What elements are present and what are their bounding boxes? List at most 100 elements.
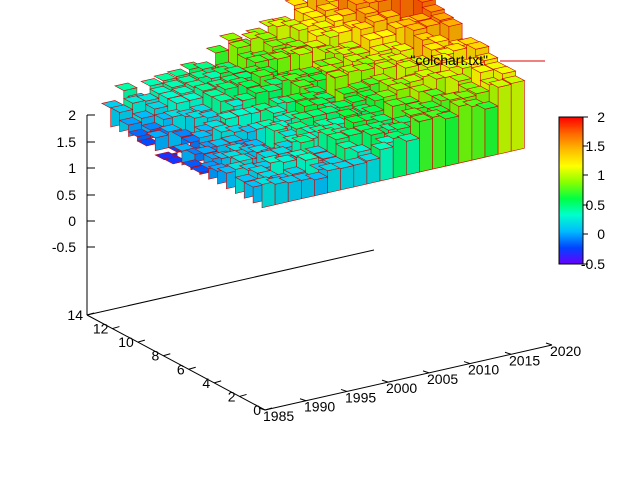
bar-top: [461, 56, 486, 66]
bar-top: [387, 121, 412, 130]
x-axis-line: [264, 344, 553, 411]
bar-face: [300, 177, 315, 200]
bar-top: [259, 83, 283, 93]
bar-column: [344, 157, 368, 188]
bar-top: [194, 145, 218, 155]
bar-top: [374, 0, 388, 3]
bar-top: [127, 128, 152, 138]
bar-top: [374, 89, 398, 98]
bar-top: [475, 101, 499, 110]
bar-top: [351, 62, 376, 72]
y-tick-mark: [112, 326, 120, 330]
bar-top: [334, 108, 359, 117]
colorbar-tick-label: -0.5: [581, 256, 605, 272]
x-tick-mark: [545, 342, 553, 346]
bar-face: [353, 161, 368, 188]
bar-column: [475, 101, 499, 158]
x-tick-label: 2015: [509, 352, 540, 368]
bar-face: [510, 80, 525, 152]
bar-face: [419, 118, 433, 173]
legend-label: "colchart.txt": [410, 52, 488, 68]
bar-face: [340, 165, 355, 191]
bar-top: [448, 73, 473, 82]
y-tick-mark: [137, 339, 145, 343]
bar-top: [325, 0, 340, 3]
bar-column: [409, 113, 434, 173]
y-tick-label: 12: [93, 321, 109, 337]
y-tick-mark: [264, 407, 273, 411]
bar-top: [337, 40, 362, 50]
bar-top: [347, 81, 372, 90]
bar-top: [334, 86, 358, 95]
bar-top: [114, 82, 138, 92]
y-tick-label: 4: [202, 375, 210, 391]
bar-top: [136, 93, 160, 102]
bar-top: [320, 56, 345, 66]
bar-top: [171, 128, 196, 138]
bar-face: [274, 180, 289, 206]
bar-top: [304, 171, 329, 181]
bar-top: [396, 133, 421, 142]
z-tick-label: 1.5: [57, 134, 77, 150]
colorbar-tick-label: 0.5: [586, 197, 606, 213]
bar-top: [192, 61, 217, 70]
x-tick-mark: [258, 407, 266, 411]
y-axis-line: [86, 314, 266, 411]
z-tick-label: -0.5: [52, 239, 76, 255]
bar-top: [400, 107, 425, 116]
bar-top: [492, 65, 517, 75]
bar-top: [387, 82, 411, 91]
bar-top: [333, 7, 358, 17]
bar-top: [404, 22, 428, 31]
bar-face: [484, 105, 499, 158]
bar-top: [330, 160, 355, 169]
bar-top: [197, 110, 222, 119]
y-tick-label: 0: [253, 402, 261, 418]
bar-top: [373, 29, 397, 38]
bar-top: [390, 43, 415, 52]
bar-top: [364, 14, 388, 23]
x-tick-label: 2005: [427, 371, 458, 387]
bar-top: [215, 81, 239, 90]
z-tick-label: 0.5: [57, 187, 77, 203]
bar-top: [377, 9, 402, 18]
bar-top: [351, 21, 375, 30]
bar-top: [315, 2, 340, 12]
bar-top: [302, 10, 327, 19]
colorbar-tick-label: 1.5: [586, 138, 606, 154]
bar-top: [430, 12, 455, 21]
bar-top: [360, 104, 385, 114]
bar-face: [366, 157, 381, 185]
bar-top: [339, 127, 364, 137]
y-tick-label: 2: [228, 388, 236, 404]
x-tick-mark: [299, 398, 307, 402]
bar-top: [188, 103, 213, 113]
bar-top: [223, 65, 248, 75]
bar-top: [409, 113, 434, 122]
bar-top: [263, 105, 288, 114]
bar-column: [330, 160, 355, 191]
bar-top: [290, 79, 314, 88]
bar-top: [435, 110, 460, 120]
bar-face: [432, 114, 446, 170]
bar-top: [269, 146, 293, 155]
x-tick-mark: [422, 370, 430, 374]
bar-top: [109, 104, 134, 113]
bar-top: [426, 34, 450, 43]
tick-labels: 21.510.50-0.5198519901995200020052010201…: [52, 107, 581, 424]
y-tick-label: 10: [118, 334, 134, 350]
bar-column: [370, 141, 395, 182]
bar-top: [227, 39, 252, 49]
bar-top: [158, 124, 183, 133]
x-tick-mark: [340, 388, 348, 392]
bar-column: [252, 176, 276, 209]
bar-top: [303, 85, 328, 95]
colorbar: 2 1.5 1 0.5 0 -0.5: [558, 109, 606, 272]
bar-face: [471, 103, 486, 161]
x-tick-label: 1995: [345, 389, 376, 405]
bar-top: [465, 41, 490, 50]
bar-top: [453, 90, 477, 99]
bar-top: [395, 60, 420, 69]
bar-top: [289, 46, 314, 56]
x-tick-label: 2000: [386, 380, 417, 396]
